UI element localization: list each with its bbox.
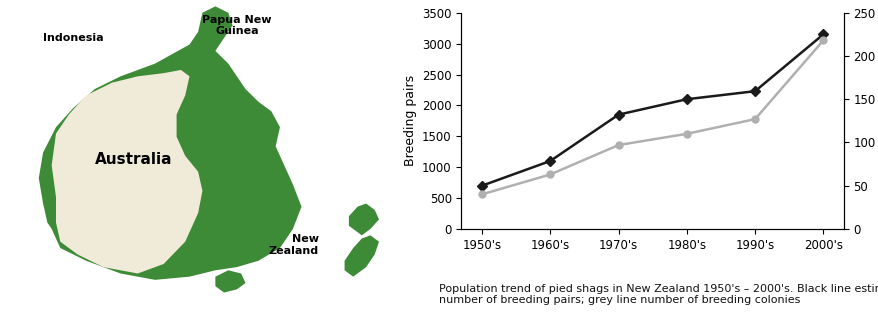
Polygon shape [39, 6, 301, 280]
Y-axis label: Breeding pairs: Breeding pairs [403, 75, 416, 166]
Text: Indonesia: Indonesia [43, 33, 104, 43]
Polygon shape [52, 70, 202, 273]
Text: New
Zealand: New Zealand [269, 234, 319, 256]
Polygon shape [215, 270, 245, 293]
Text: Papua New
Guinea: Papua New Guinea [202, 15, 271, 36]
Text: Australia: Australia [95, 151, 172, 167]
Polygon shape [344, 235, 378, 277]
Text: Population trend of pied shags in New Zealand 1950's – 2000's. Black line estima: Population trend of pied shags in New Ze… [439, 284, 878, 305]
Polygon shape [349, 204, 378, 235]
